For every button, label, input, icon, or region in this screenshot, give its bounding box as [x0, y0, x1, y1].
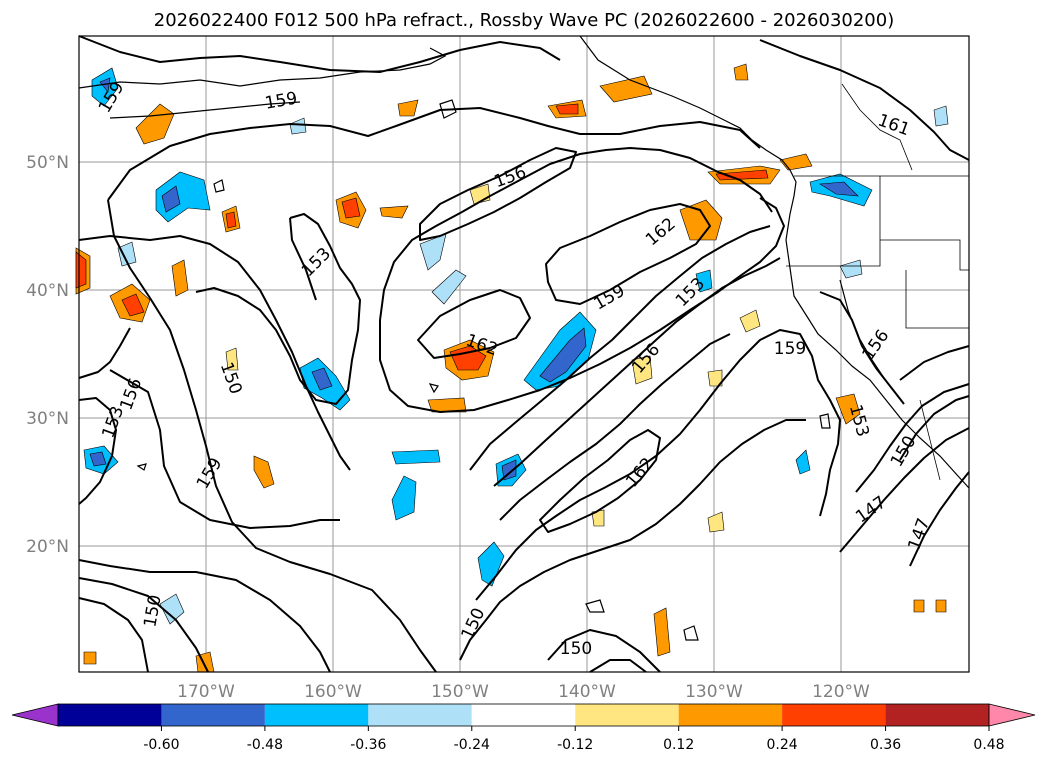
- lon-label: 140°W: [558, 682, 616, 702]
- lon-label: 130°W: [685, 682, 743, 702]
- gridlines: [79, 36, 969, 672]
- colorbar-tick-label: 0.48: [973, 737, 1004, 753]
- figure-title: 2026022400 F012 500 hPa refract., Rossby…: [154, 10, 895, 31]
- lat-label: 30°N: [26, 409, 69, 429]
- colorbar-swatch: [885, 704, 989, 726]
- colorbar-swatch: [58, 704, 162, 726]
- shaded-patches: [75, 63, 949, 673]
- lon-label: 160°W: [304, 682, 362, 702]
- lat-label: 50°N: [26, 153, 69, 173]
- colorbar: -0.60 -0.48 -0.36 -0.24 -0.12 0.12 0.24 0.36 0.4…: [11, 703, 1036, 753]
- colorbar-extend-low: [11, 703, 59, 727]
- colorbar-tick-label: 0.12: [663, 737, 694, 753]
- colorbar-tick-label: 0.24: [767, 737, 798, 753]
- colorbar-swatch: [575, 704, 679, 726]
- colorbar-outline: [57, 703, 990, 727]
- colorbar-swatch: [161, 704, 265, 726]
- lon-label: 170°W: [177, 682, 235, 702]
- map-area: [79, 36, 969, 672]
- latitude-labels: 50°N 40°N 30°N 20°N: [26, 153, 69, 557]
- colorbar-swatch: [678, 704, 783, 726]
- colorbar-swatch: [368, 704, 472, 726]
- colorbar-swatch: [264, 704, 369, 726]
- colorbar-tick-label: -0.60: [143, 737, 179, 753]
- colorbar-extend-high: [988, 703, 1036, 727]
- colorbar-tick-label: 0.36: [870, 737, 901, 753]
- contour-lines: [78, 35, 970, 673]
- contour-label: 159: [774, 339, 806, 359]
- lon-label: 120°W: [812, 682, 870, 702]
- lat-label: 40°N: [26, 281, 69, 301]
- colorbar-tick-label: -0.48: [247, 737, 283, 753]
- longitude-labels: 170°W 160°W 150°W 140°W 130°W 120°W: [177, 682, 870, 702]
- colorbar-tick-label: -0.12: [557, 737, 593, 753]
- colorbar-tick-label: -0.24: [454, 737, 490, 753]
- colorbar-swatch: [782, 704, 886, 726]
- colorbar-tick-label: -0.36: [350, 737, 386, 753]
- lat-label: 20°N: [26, 537, 69, 557]
- contour-label: 150: [560, 639, 592, 659]
- lon-label: 150°W: [431, 682, 489, 702]
- colorbar-swatch: [471, 704, 576, 726]
- map-frame: [78, 35, 970, 673]
